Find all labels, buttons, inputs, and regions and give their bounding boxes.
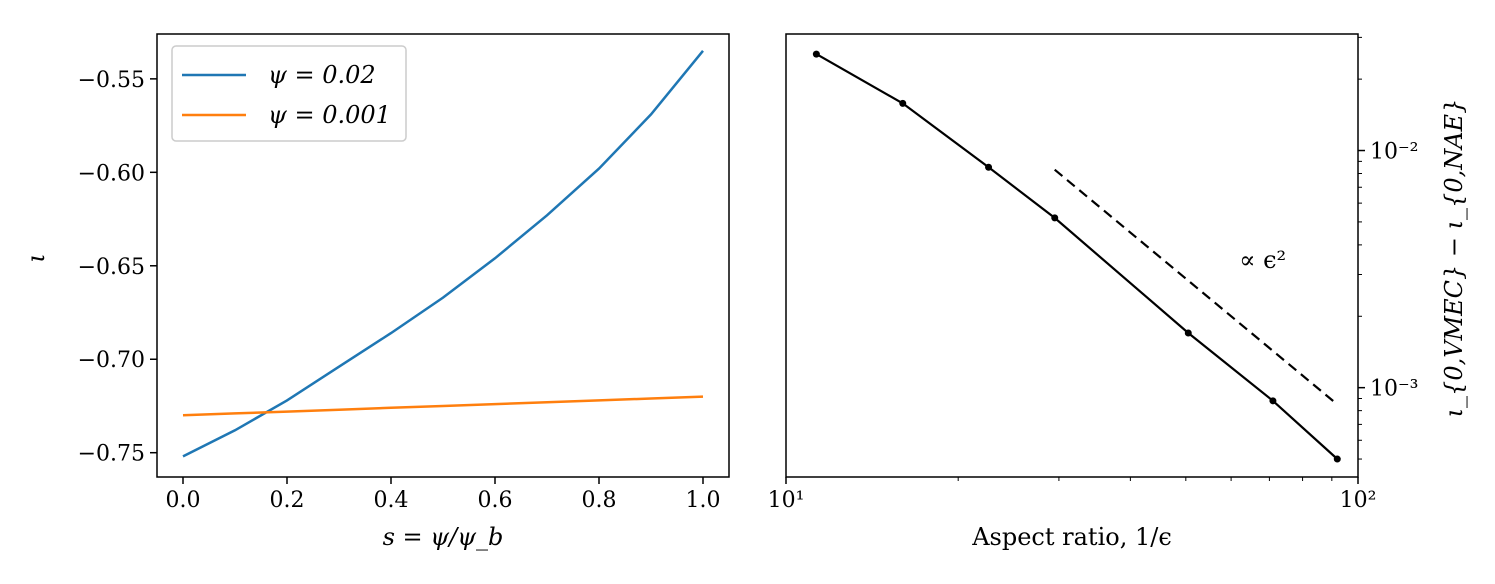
right-series-lines	[812, 50, 1341, 463]
right-data-point	[899, 99, 907, 107]
right-series-line-1	[1053, 168, 1339, 406]
left-x-tick-label: 0.2	[270, 488, 305, 513]
right-data-point	[1333, 455, 1341, 463]
left-plot-frame	[156, 33, 730, 478]
right-data-point	[812, 50, 820, 58]
right-data-point	[1269, 397, 1277, 405]
right-x-tick-label: 10¹	[768, 488, 805, 513]
left-chart: 0.0 0.2 0.4 0.6 0.8 1.0 −0.55−0.60−0.65−0.70−…	[22, 33, 730, 551]
left-series-lines	[182, 50, 704, 458]
right-x-tick-label: 10²	[1340, 488, 1377, 513]
right-x-ticks: 10¹ 10²	[768, 477, 1377, 513]
proportional-eps-squared-annotation: ∝ ϵ²	[1239, 246, 1286, 274]
right-y-ticks: 10⁻³ 10⁻²	[1358, 36, 1418, 460]
legend-label-psi-0001: ψ = 0.001	[268, 101, 391, 129]
left-y-tick-label: −0.55	[78, 68, 145, 93]
left-y-tick-label: −0.65	[78, 255, 145, 280]
left-y-tick-label: −0.75	[78, 442, 145, 467]
left-y-tick-label: −0.70	[78, 348, 145, 373]
right-data-point	[1184, 329, 1192, 337]
legend-label-psi-002: ψ = 0.02	[268, 61, 376, 89]
right-x-axis-label: Aspect ratio, 1/ϵ	[971, 523, 1172, 551]
left-x-tick-label: 0.0	[166, 488, 201, 513]
left-x-ticks: 0.0 0.2 0.4 0.6 0.8 1.0	[166, 477, 721, 513]
right-chart: 10¹ 10² 10⁻³ 10⁻² Aspect ratio, 1/ϵ ι_{0,V…	[768, 33, 1468, 551]
left-y-ticks: −0.55 −0.60 −0.65 −0.70 −0.75	[78, 68, 157, 467]
left-x-tick-label: 0.6	[478, 488, 513, 513]
right-y-tick-label: 10⁻³	[1370, 377, 1418, 402]
right-plot-frame	[785, 33, 1359, 478]
right-y-axis-label: ι_{0,VMEC} − ι_{0,NAE}	[1440, 99, 1468, 418]
right-data-point	[1051, 214, 1059, 222]
left-y-axis-label: ι	[22, 253, 50, 262]
left-series-line-0	[182, 50, 704, 458]
left-y-tick-label: −0.60	[78, 161, 145, 186]
left-x-tick-label: 0.4	[374, 488, 409, 513]
right-y-tick-label: 10⁻²	[1370, 140, 1418, 165]
left-x-axis-label: s = ψ/ψ_b	[383, 523, 504, 551]
legend-box	[171, 45, 407, 142]
legend: ψ = 0.02 ψ = 0.001	[171, 45, 407, 142]
right-data-point	[985, 163, 993, 171]
left-x-tick-label: 0.8	[582, 488, 617, 513]
left-series-line-1	[182, 395, 704, 417]
left-x-tick-label: 1.0	[686, 488, 721, 513]
